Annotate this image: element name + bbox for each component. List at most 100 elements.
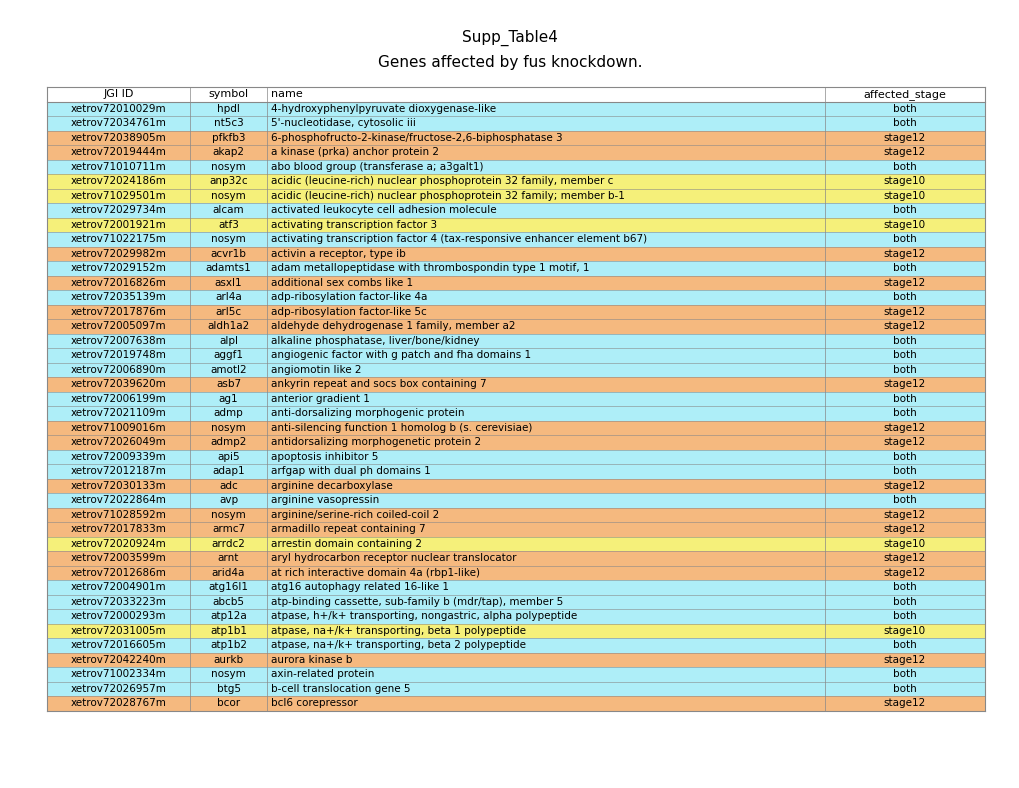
Text: api5: api5 <box>217 452 239 462</box>
Text: xetrov72019444m: xetrov72019444m <box>70 147 166 158</box>
Text: arginine vasopressin: arginine vasopressin <box>271 495 379 505</box>
Text: armc7: armc7 <box>212 524 245 534</box>
Text: admp: admp <box>213 408 244 418</box>
Text: angiomotin like 2: angiomotin like 2 <box>271 365 362 375</box>
Text: adp-ribosylation factor-like 4a: adp-ribosylation factor-like 4a <box>271 292 427 303</box>
Text: stage12: stage12 <box>882 379 925 389</box>
Text: stage12: stage12 <box>882 249 925 258</box>
Text: amotl2: amotl2 <box>210 365 247 375</box>
Bar <box>47 261 984 276</box>
Text: both: both <box>892 104 916 113</box>
Text: xetrov72029734m: xetrov72029734m <box>70 205 166 215</box>
Bar <box>47 682 984 696</box>
Text: both: both <box>892 669 916 679</box>
Text: xetrov72009339m: xetrov72009339m <box>70 452 166 462</box>
Text: alpl: alpl <box>219 336 237 346</box>
Text: stage12: stage12 <box>882 655 925 665</box>
Text: abo blood group (transferase a; a3galt1): abo blood group (transferase a; a3galt1) <box>271 162 483 172</box>
Bar <box>47 392 984 406</box>
Text: stage12: stage12 <box>882 132 925 143</box>
Text: xetrov71009016m: xetrov71009016m <box>70 422 166 433</box>
Text: both: both <box>892 394 916 403</box>
Bar <box>47 435 984 449</box>
Text: stage12: stage12 <box>882 307 925 317</box>
Text: JGI ID: JGI ID <box>103 89 133 99</box>
Text: xetrov72006890m: xetrov72006890m <box>70 365 166 375</box>
Text: xetrov72016605m: xetrov72016605m <box>70 640 166 650</box>
Text: both: both <box>892 640 916 650</box>
Text: anp32c: anp32c <box>209 177 248 186</box>
Text: xetrov72012187m: xetrov72012187m <box>70 466 166 476</box>
Text: b-cell translocation gene 5: b-cell translocation gene 5 <box>271 684 411 693</box>
Text: aldh1a2: aldh1a2 <box>207 322 250 331</box>
Text: xetrov72026957m: xetrov72026957m <box>70 684 166 693</box>
Text: xetrov72028767m: xetrov72028767m <box>70 698 166 708</box>
Text: atp1b2: atp1b2 <box>210 640 247 650</box>
Text: aurora kinase b: aurora kinase b <box>271 655 353 665</box>
Text: xetrov72021109m: xetrov72021109m <box>70 408 166 418</box>
Text: both: both <box>892 118 916 128</box>
Text: both: both <box>892 205 916 215</box>
Text: ag1: ag1 <box>218 394 238 403</box>
Text: anti-dorsalizing morphogenic protein: anti-dorsalizing morphogenic protein <box>271 408 465 418</box>
Text: both: both <box>892 336 916 346</box>
Bar <box>47 203 984 217</box>
Text: xetrov71002334m: xetrov71002334m <box>70 669 166 679</box>
Text: stage12: stage12 <box>882 437 925 448</box>
Text: adap1: adap1 <box>212 466 245 476</box>
Text: armadillo repeat containing 7: armadillo repeat containing 7 <box>271 524 426 534</box>
Text: Supp_Table4: Supp_Table4 <box>462 30 557 46</box>
Text: atg16l1: atg16l1 <box>208 582 249 593</box>
Text: aldehyde dehydrogenase 1 family, member a2: aldehyde dehydrogenase 1 family, member … <box>271 322 516 331</box>
Text: nosym: nosym <box>211 191 246 201</box>
Text: alcam: alcam <box>213 205 245 215</box>
Text: both: both <box>892 597 916 607</box>
Text: name: name <box>271 89 303 99</box>
Text: 5'-nucleotidase, cytosolic iii: 5'-nucleotidase, cytosolic iii <box>271 118 416 128</box>
Text: arginine/serine-rich coiled-coil 2: arginine/serine-rich coiled-coil 2 <box>271 510 439 520</box>
Text: stage10: stage10 <box>882 539 925 548</box>
Bar <box>47 522 984 537</box>
Bar <box>47 464 984 478</box>
Text: pfkfb3: pfkfb3 <box>212 132 245 143</box>
Text: Genes affected by fus knockdown.: Genes affected by fus knockdown. <box>377 54 642 69</box>
Text: avp: avp <box>219 495 237 505</box>
Bar <box>47 623 984 638</box>
Text: xetrov72035139m: xetrov72035139m <box>70 292 166 303</box>
Text: nt5c3: nt5c3 <box>213 118 244 128</box>
Text: stage12: stage12 <box>882 524 925 534</box>
Bar <box>47 348 984 362</box>
Text: xetrov72017833m: xetrov72017833m <box>70 524 166 534</box>
Text: both: both <box>892 350 916 360</box>
Text: stage12: stage12 <box>882 567 925 578</box>
Text: acidic (leucine-rich) nuclear phosphoprotein 32 family; member b-1: acidic (leucine-rich) nuclear phosphopro… <box>271 191 625 201</box>
Text: xetrov72016826m: xetrov72016826m <box>70 277 166 288</box>
Text: a kinase (prka) anchor protein 2: a kinase (prka) anchor protein 2 <box>271 147 439 158</box>
Text: xetrov72034761m: xetrov72034761m <box>70 118 166 128</box>
Text: axin-related protein: axin-related protein <box>271 669 374 679</box>
Text: xetrov72001921m: xetrov72001921m <box>70 220 166 230</box>
Text: arginine decarboxylase: arginine decarboxylase <box>271 481 392 491</box>
Text: adamts1: adamts1 <box>206 263 251 273</box>
Text: xetrov72005097m: xetrov72005097m <box>70 322 166 331</box>
Bar <box>47 131 984 145</box>
Text: xetrov72004901m: xetrov72004901m <box>70 582 166 593</box>
Text: angiogenic factor with g patch and fha domains 1: angiogenic factor with g patch and fha d… <box>271 350 531 360</box>
Text: xetrov72019748m: xetrov72019748m <box>70 350 166 360</box>
Text: asxl1: asxl1 <box>214 277 243 288</box>
Text: both: both <box>892 684 916 693</box>
Text: nosym: nosym <box>211 422 246 433</box>
Text: aurkb: aurkb <box>213 655 244 665</box>
Text: stage10: stage10 <box>882 220 925 230</box>
Text: both: both <box>892 611 916 621</box>
Text: arl4a: arl4a <box>215 292 242 303</box>
Bar <box>47 174 984 188</box>
Text: activating transcription factor 4 (tax-responsive enhancer element b67): activating transcription factor 4 (tax-r… <box>271 234 647 244</box>
Text: arfgap with dual ph domains 1: arfgap with dual ph domains 1 <box>271 466 431 476</box>
Text: arnt: arnt <box>218 553 239 563</box>
Text: atpase, na+/k+ transporting, beta 2 polypeptide: atpase, na+/k+ transporting, beta 2 poly… <box>271 640 526 650</box>
Bar <box>47 652 984 667</box>
Text: xetrov72029982m: xetrov72029982m <box>70 249 166 258</box>
Text: xetrov72026049m: xetrov72026049m <box>70 437 166 448</box>
Text: xetrov72042240m: xetrov72042240m <box>70 655 166 665</box>
